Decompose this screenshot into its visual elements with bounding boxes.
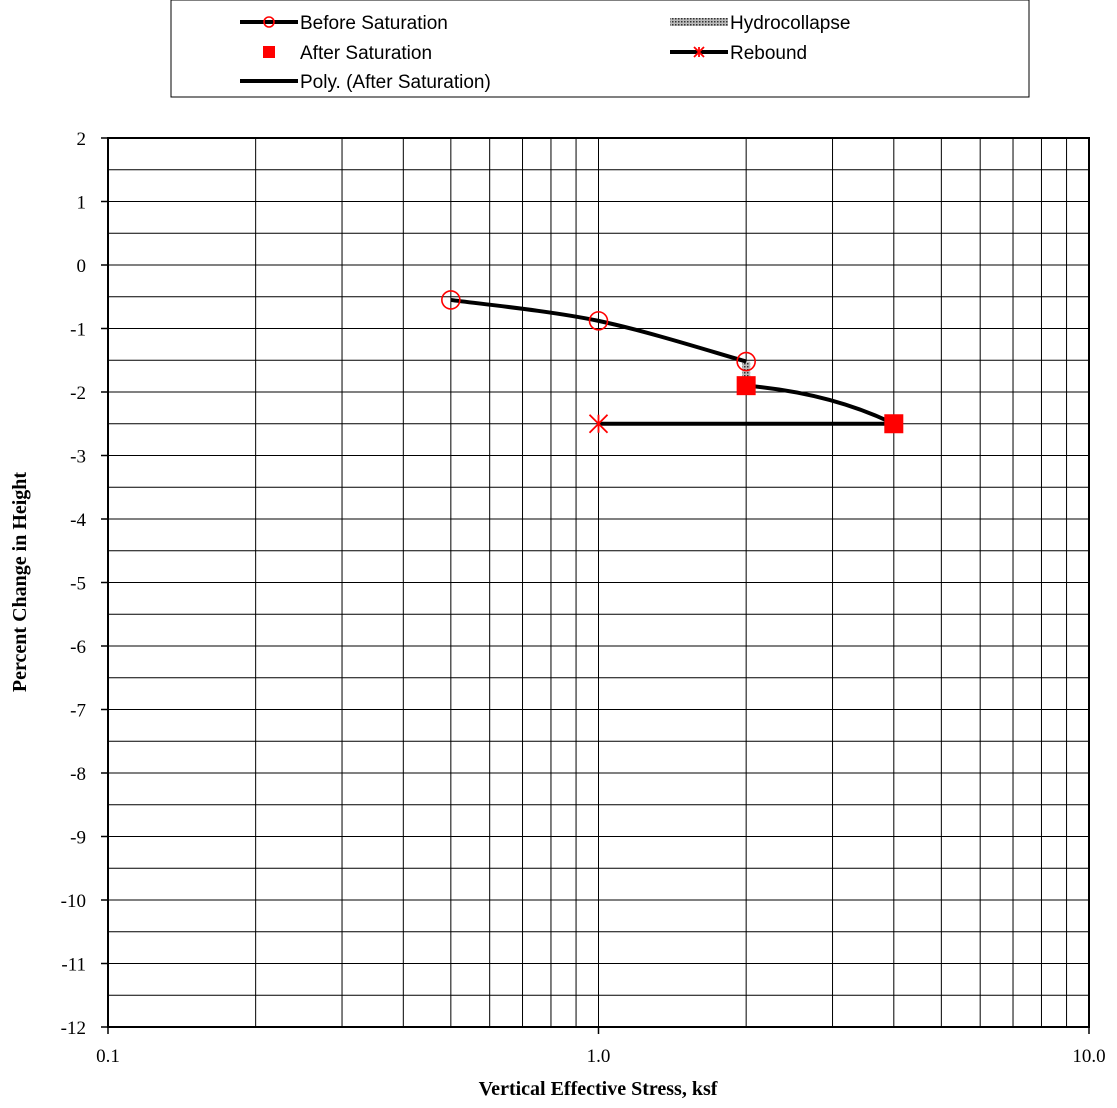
before-saturation-marker xyxy=(441,290,461,310)
after-saturation-marker xyxy=(736,376,756,396)
before-saturation-marker xyxy=(588,311,609,331)
legend-swatch xyxy=(263,46,275,58)
series-rebound xyxy=(588,414,894,434)
trendline xyxy=(745,383,895,426)
x-tick-label: 1.0 xyxy=(587,1046,611,1067)
y-tick-label: -10 xyxy=(61,891,86,912)
legend-label: After Saturation xyxy=(300,43,432,64)
legend-swatch xyxy=(670,18,728,26)
legend-box xyxy=(170,0,1030,98)
legend-label: Before Saturation xyxy=(300,13,448,34)
y-tick-label: 1 xyxy=(77,193,87,214)
legend-item: Before Saturation xyxy=(240,13,448,34)
x-axis-label: Vertical Effective Stress, ksf xyxy=(479,1078,718,1100)
legend-item: Hydrocollapse xyxy=(670,13,850,34)
legend-label: Rebound xyxy=(730,43,807,64)
y-tick-label: -5 xyxy=(70,574,86,595)
grid-lines xyxy=(108,138,1089,1027)
x-tick-label: 0.1 xyxy=(96,1046,120,1067)
series-layer xyxy=(441,290,904,434)
legend-label: Poly. (After Saturation) xyxy=(300,72,491,93)
rebound-marker xyxy=(588,414,609,434)
hydrocollapse-band xyxy=(742,361,751,386)
legend-item: Poly. (After Saturation) xyxy=(240,72,491,93)
legend: Before Saturation Hydrocollapse After Satu… xyxy=(240,13,850,93)
y-tick-label: -6 xyxy=(70,637,86,658)
series-after-saturation xyxy=(736,376,904,434)
y-tick-label: -1 xyxy=(70,320,86,341)
y-tick-label: -7 xyxy=(70,701,86,722)
y-tick-label: 2 xyxy=(77,129,87,150)
y-tick-label: -2 xyxy=(70,383,86,404)
y-tick-label: -12 xyxy=(61,1018,86,1039)
legend-item: Rebound xyxy=(670,43,807,64)
y-tick-label: -4 xyxy=(70,510,86,531)
y-tick-label: -3 xyxy=(70,447,86,468)
legend-marker xyxy=(263,16,275,28)
series-before-saturation xyxy=(441,290,756,372)
x-tick-label: 10.0 xyxy=(1072,1046,1105,1067)
legend-label: Hydrocollapse xyxy=(730,13,850,34)
y-axis-ticks: 2 1 0 -1 -2 -3 -4 -5 -6 -7 -8 -9 -10 -11 -12 xyxy=(61,129,108,1039)
series-hydrocollapse xyxy=(742,361,751,386)
y-tick-label: -8 xyxy=(70,764,86,785)
y-tick-label: -9 xyxy=(70,828,86,849)
y-tick-label: -11 xyxy=(61,955,86,976)
y-tick-label: 0 xyxy=(77,256,87,277)
series-poly-after-saturation xyxy=(745,383,895,426)
legend-marker xyxy=(693,46,705,58)
legend-item: After Saturation xyxy=(263,43,432,64)
before-saturation-line xyxy=(450,297,747,364)
before-saturation-marker xyxy=(736,351,756,372)
x-axis-ticks: 0.1 1.0 10.0 xyxy=(96,1027,1106,1067)
after-saturation-marker xyxy=(884,414,904,434)
y-axis-label: Percent Change in Height xyxy=(9,472,31,693)
